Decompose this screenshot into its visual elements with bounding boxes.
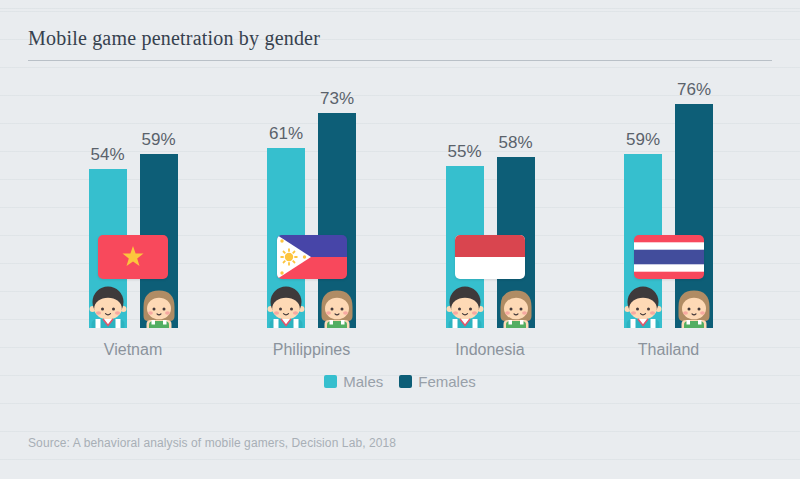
category-label-indonesia: Indonesia	[426, 341, 555, 359]
males-swatch	[324, 375, 337, 388]
boy-character	[267, 286, 305, 328]
legend-label-females: Females	[418, 373, 476, 390]
girl-character	[318, 286, 356, 328]
country-group-philippines: 61% 73%	[267, 0, 356, 328]
country-group-thailand: 59% 76%	[624, 0, 713, 328]
value-label-males-philippines: 61%	[257, 124, 315, 144]
girl-character	[675, 286, 713, 328]
country-group-indonesia: 55% 58%	[446, 0, 535, 328]
bar-females-philippines: 73%	[318, 113, 356, 328]
category-label-vietnam: Vietnam	[69, 341, 198, 359]
legend-item-males: Males	[324, 373, 383, 390]
country-group-vietnam: 54% 59% Vietnam	[89, 0, 178, 328]
flag-indonesia	[455, 235, 525, 279]
bar-pair-philippines: 61% 73%	[267, 113, 356, 328]
bar-females-thailand: 76%	[675, 104, 713, 328]
infographic: Mobile game penetration by gender 54% 59…	[0, 0, 800, 479]
females-swatch	[399, 375, 412, 388]
bar-pair-thailand: 59% 76%	[624, 104, 713, 328]
girl-character	[140, 286, 178, 328]
boy-character	[446, 286, 484, 328]
value-label-females-indonesia: 58%	[487, 133, 545, 153]
category-label-thailand: Thailand	[604, 341, 733, 359]
legend-label-males: Males	[343, 373, 383, 390]
value-label-males-indonesia: 55%	[436, 142, 494, 162]
chart: 54% 59% Vietnam	[0, 0, 800, 479]
source-note: Source: A behavioral analysis of mobile …	[28, 436, 396, 450]
value-label-females-vietnam: 59%	[130, 130, 188, 150]
value-label-males-vietnam: 54%	[79, 145, 137, 165]
value-label-females-thailand: 76%	[665, 80, 723, 100]
boy-character	[624, 286, 662, 328]
legend: Males Females	[0, 373, 800, 390]
boy-character	[89, 286, 127, 328]
category-label-philippines: Philippines	[247, 341, 376, 359]
value-label-females-philippines: 73%	[308, 89, 366, 109]
girl-character	[497, 286, 535, 328]
flag-philippines	[277, 235, 347, 279]
legend-item-females: Females	[399, 373, 476, 390]
flag-thailand	[634, 235, 704, 279]
value-label-males-thailand: 59%	[614, 130, 672, 150]
flag-vietnam	[98, 235, 168, 279]
